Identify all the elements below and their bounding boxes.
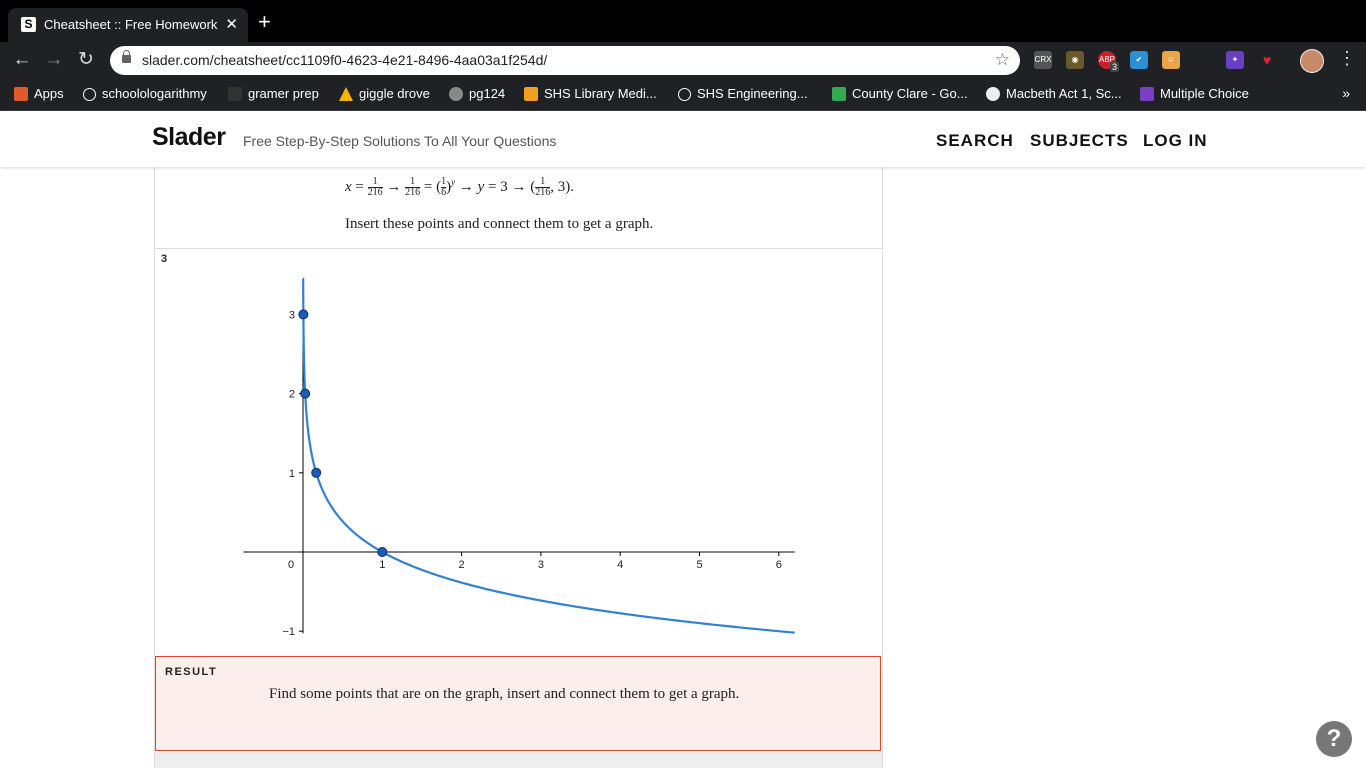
new-tab-icon[interactable]: +: [258, 9, 271, 34]
x-tick-label: 0: [288, 559, 294, 571]
url-text: slader.com/cheatsheet/cc1109f0-4623-4e21…: [142, 52, 548, 68]
axes: [243, 278, 795, 634]
bookmark-pg124[interactable]: pg124: [449, 86, 505, 101]
owl-extension-icon[interactable]: ◉: [1066, 51, 1084, 69]
tab-close-icon[interactable]: ✕: [225, 16, 238, 33]
color-wheel-extension-icon[interactable]: ✦: [1226, 51, 1244, 69]
y-tick-label: 1: [289, 468, 295, 480]
back-icon[interactable]: ←: [12, 49, 32, 70]
bookmark-shs-engineering[interactable]: SHS Engineering...: [678, 86, 808, 101]
series-line-log-curve: [302, 277, 795, 634]
bookmark-shs-library[interactable]: SHS Library Medi...: [524, 86, 657, 101]
drive-icon: [339, 87, 353, 101]
schoology-icon: [678, 88, 691, 101]
site-header: Slader Free Step-By-Step Solutions To Al…: [0, 111, 1366, 167]
x-tick-label: 4: [617, 559, 623, 571]
result-text: Find some points that are on the graph, …: [269, 686, 740, 702]
profile-avatar[interactable]: [1300, 49, 1324, 73]
tick-labels: 0 1 2 3 4 5 6 −1 1 2 3: [282, 309, 781, 638]
bookmarks-bar: Apps schoolologarithmy gramer prep giggl…: [0, 78, 1366, 111]
bookmark-multiple-choice[interactable]: Multiple Choice: [1140, 86, 1249, 101]
face-extension-icon[interactable]: ☺: [1162, 51, 1180, 69]
tab-title: Cheatsheet :: Free Homework I: [44, 17, 222, 32]
help-button[interactable]: ?: [1316, 721, 1352, 757]
slader-logo[interactable]: Slader: [152, 123, 226, 151]
address-bar[interactable]: slader.com/cheatsheet/cc1109f0-4623-4e21…: [110, 46, 1020, 75]
maps-icon: [832, 87, 846, 101]
x-tick-label: 1: [379, 559, 385, 571]
bars-icon: [986, 87, 1000, 101]
nav-subjects[interactable]: SUBJECTS: [1030, 131, 1129, 150]
heart-extension-icon[interactable]: ♥: [1262, 52, 1272, 68]
site-tagline: Free Step-By-Step Solutions To All Your …: [243, 133, 557, 149]
reload-icon[interactable]: ↻: [78, 49, 94, 70]
bookmark-apps[interactable]: Apps: [14, 86, 64, 101]
gb-icon: [228, 87, 242, 101]
browser-tab[interactable]: S Cheatsheet :: Free Homework I ✕: [8, 8, 248, 42]
checkmark-extension-icon[interactable]: ✔: [1130, 51, 1148, 69]
x-tick-label: 3: [538, 559, 544, 571]
x-tick-label: 6: [776, 559, 782, 571]
x-tick-label: 5: [696, 559, 702, 571]
nav-log-in[interactable]: LOG IN: [1143, 131, 1208, 150]
y-tick-label: −1: [282, 626, 295, 638]
solution-panel: x = 1 216 → 1 216 = (1 6)y → y = 3 → (1 216,…: [154, 167, 883, 768]
list-icon: [1140, 87, 1154, 101]
bookmark-star-icon[interactable]: ☆: [994, 50, 1010, 69]
data-point: [298, 309, 309, 320]
lock-icon: [122, 50, 131, 63]
data-point: [300, 388, 311, 399]
step-divider: [155, 248, 882, 249]
bookmark-macbeth[interactable]: Macbeth Act 1, Sc...: [986, 86, 1122, 101]
tab-favicon: S: [21, 17, 36, 32]
step-number: 3: [161, 253, 168, 265]
data-point: [311, 467, 322, 478]
bookmark-county-clare[interactable]: County Clare - Go...: [832, 86, 968, 101]
schoology-icon: [83, 88, 96, 101]
bookmark-schoolologarithmy[interactable]: schoolologarithmy: [83, 86, 207, 101]
tab-strip: S Cheatsheet :: Free Homework I ✕ +: [0, 0, 1366, 42]
result-box: RESULT Find some points that are on the …: [155, 656, 881, 751]
adblock-count-badge: 3: [1110, 62, 1120, 72]
browser-toolbar: ← → ↻ slader.com/cheatsheet/cc1109f0-462…: [0, 42, 1366, 78]
next-section: [155, 752, 882, 768]
crx-extension-icon[interactable]: CRX: [1034, 51, 1052, 69]
bookmarks-overflow-icon[interactable]: »: [1342, 85, 1350, 101]
globe-icon: [449, 87, 463, 101]
apps-grid-icon: [14, 87, 28, 101]
menu-kebab-icon[interactable]: ⋮: [1338, 48, 1356, 68]
step-instruction: Insert these points and connect them to …: [345, 216, 654, 232]
x-tick-label: 2: [459, 559, 465, 571]
y-tick-label: 2: [289, 389, 295, 401]
result-label: RESULT: [165, 666, 218, 678]
bookmark-giggle-drove[interactable]: giggle drove: [339, 86, 430, 101]
step-equation: x = 1 216 → 1 216 = (1 6)y → y = 3 → (1 216,…: [345, 176, 574, 199]
data-points: [298, 309, 388, 557]
nav-search[interactable]: SEARCH: [936, 131, 1014, 150]
bookmark-gramer-prep[interactable]: gramer prep: [228, 86, 319, 101]
y-tick-label: 3: [289, 309, 295, 321]
data-point: [377, 547, 388, 557]
library-icon: [524, 87, 538, 101]
function-graph: 0 1 2 3 4 5 6 −1 1 2 3: [243, 277, 795, 638]
forward-icon[interactable]: →: [44, 49, 64, 70]
